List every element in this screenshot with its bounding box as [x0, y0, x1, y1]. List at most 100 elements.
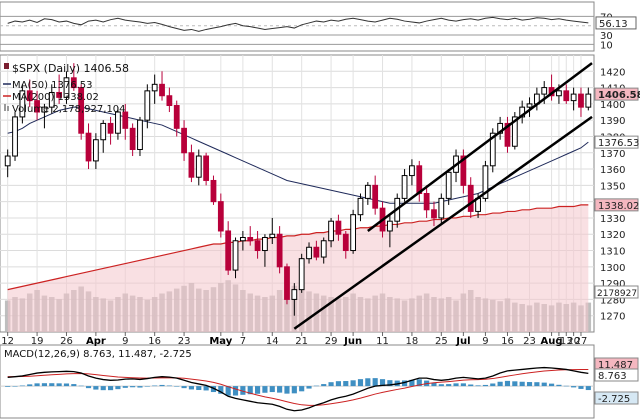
candle-body: [504, 122, 511, 147]
macd-hist-bar: [453, 383, 459, 387]
candle-body: [306, 246, 312, 260]
macd-hist-bar: [563, 385, 569, 387]
price-tick-label: 1270: [600, 312, 625, 323]
candle-body: [63, 77, 70, 98]
candle-body: [291, 289, 298, 300]
price-tick-label: 1400: [600, 100, 625, 111]
date-label: 9: [482, 336, 488, 347]
macd-hist-bar: [130, 386, 136, 388]
macd-hist-bar: [152, 385, 158, 387]
candle-body: [342, 233, 349, 252]
date-label: 9: [122, 336, 128, 347]
macd-hist-bar: [174, 386, 180, 387]
candle-body: [225, 230, 232, 271]
date-label: 14: [266, 336, 279, 347]
macd-hist-bar: [108, 386, 114, 391]
macd-hist-bar: [497, 381, 503, 387]
date-label: Jun: [343, 336, 362, 347]
macd-hist-bar: [247, 386, 253, 395]
ma200-legend: MA(200) 1338.02: [12, 92, 99, 103]
date-label: 11: [376, 336, 389, 347]
macd-hist-bar: [93, 386, 99, 390]
rsi-tick-label: 30: [600, 31, 613, 42]
date-label: 16: [501, 336, 514, 347]
candle-body: [48, 91, 55, 108]
candle-body: [467, 184, 474, 212]
candle-body: [386, 220, 393, 232]
volume-legend: Volume 2,178,927,104: [12, 104, 126, 115]
ma50-tag: 1376.53: [598, 138, 639, 149]
date-label: 26: [60, 336, 73, 347]
macd-panel: [0, 344, 595, 419]
channel-upper-line: [367, 62, 593, 232]
macd-hist-bar: [379, 379, 386, 387]
macd-hist-bar: [372, 378, 378, 387]
ma200-line: [7, 204, 589, 291]
macd-hist-bar: [357, 379, 364, 387]
macd-hist-bar: [41, 383, 47, 387]
candle-body: [431, 209, 437, 219]
macd-hist-bar: [585, 386, 591, 391]
macd-legend: MACD(12,26,9) 8.763, 11.487, -2.725: [4, 349, 192, 360]
channel-lower-line: [293, 115, 593, 330]
candle-body: [12, 116, 18, 157]
candle-body: [269, 233, 276, 238]
macd-hist-bar: [534, 382, 540, 387]
macd-hist-bar: [63, 383, 70, 387]
candle-body: [482, 165, 489, 199]
date-label: 6: [556, 336, 562, 347]
candle-body: [409, 165, 415, 177]
candle-body: [122, 111, 129, 129]
macd-hist-tag-box: [594, 391, 639, 405]
price-tick-label: 1320: [600, 230, 625, 241]
candle-body: [166, 95, 173, 107]
candle-body: [56, 91, 63, 98]
macd-hist-bar: [416, 379, 422, 387]
macd-hist-bar: [144, 386, 150, 387]
macd-hist-bar: [232, 386, 239, 396]
macd-hist-bar: [526, 382, 533, 387]
macd-hist-bar: [578, 386, 584, 389]
date-axis: 12 19 26 Apr 9 16 23 May 7 14 21 29 Jun 11 18 25 Jul 9 16 2…: [1, 332, 587, 347]
candle-body: [320, 240, 327, 258]
macd-hist-bar: [122, 386, 128, 388]
macd-hist-bar: [56, 383, 62, 387]
macd-hist-bar: [328, 382, 334, 387]
candle-body: [276, 233, 283, 268]
price-tick-label: 1420: [600, 67, 625, 78]
macd-hist-bar: [85, 386, 92, 389]
candle-body: [350, 214, 357, 252]
date-label: 13: [560, 336, 573, 347]
macd-hist-bar: [556, 384, 562, 387]
rsi-line: [7, 16, 589, 32]
macd-hist-bar: [313, 385, 319, 387]
candle-body: [254, 240, 261, 252]
macd-hist-bar: [78, 385, 84, 387]
macd-hist-bar: [431, 382, 437, 387]
macd-hist-bar: [12, 386, 18, 387]
macd-hist-bar: [210, 386, 217, 393]
candle-body: [34, 100, 40, 113]
candle-body: [247, 236, 254, 242]
candle-body: [85, 132, 92, 162]
macd-hist-bar: [549, 383, 555, 387]
date-label: Aug: [541, 336, 563, 347]
rsi-last-label: 56.13: [599, 19, 628, 30]
date-label: Apr: [86, 336, 106, 347]
macd-hist-bar: [240, 386, 246, 395]
volume-tag: 2178927: [597, 289, 637, 299]
macd-hist-bar: [166, 385, 172, 387]
date-label: 27: [575, 336, 588, 347]
macd-hist-bar: [387, 380, 393, 387]
rsi-last-tag: [595, 16, 637, 30]
macd-hist-bar: [277, 386, 283, 393]
date-label: May: [209, 336, 232, 347]
macd-hist-bar: [159, 384, 165, 387]
macd-value-tag: 8.763: [598, 371, 627, 382]
macd-hist-bar: [100, 386, 106, 391]
candle-body: [526, 103, 533, 108]
macd-hist-bar: [321, 384, 327, 387]
macd-hist-bar: [181, 386, 187, 389]
